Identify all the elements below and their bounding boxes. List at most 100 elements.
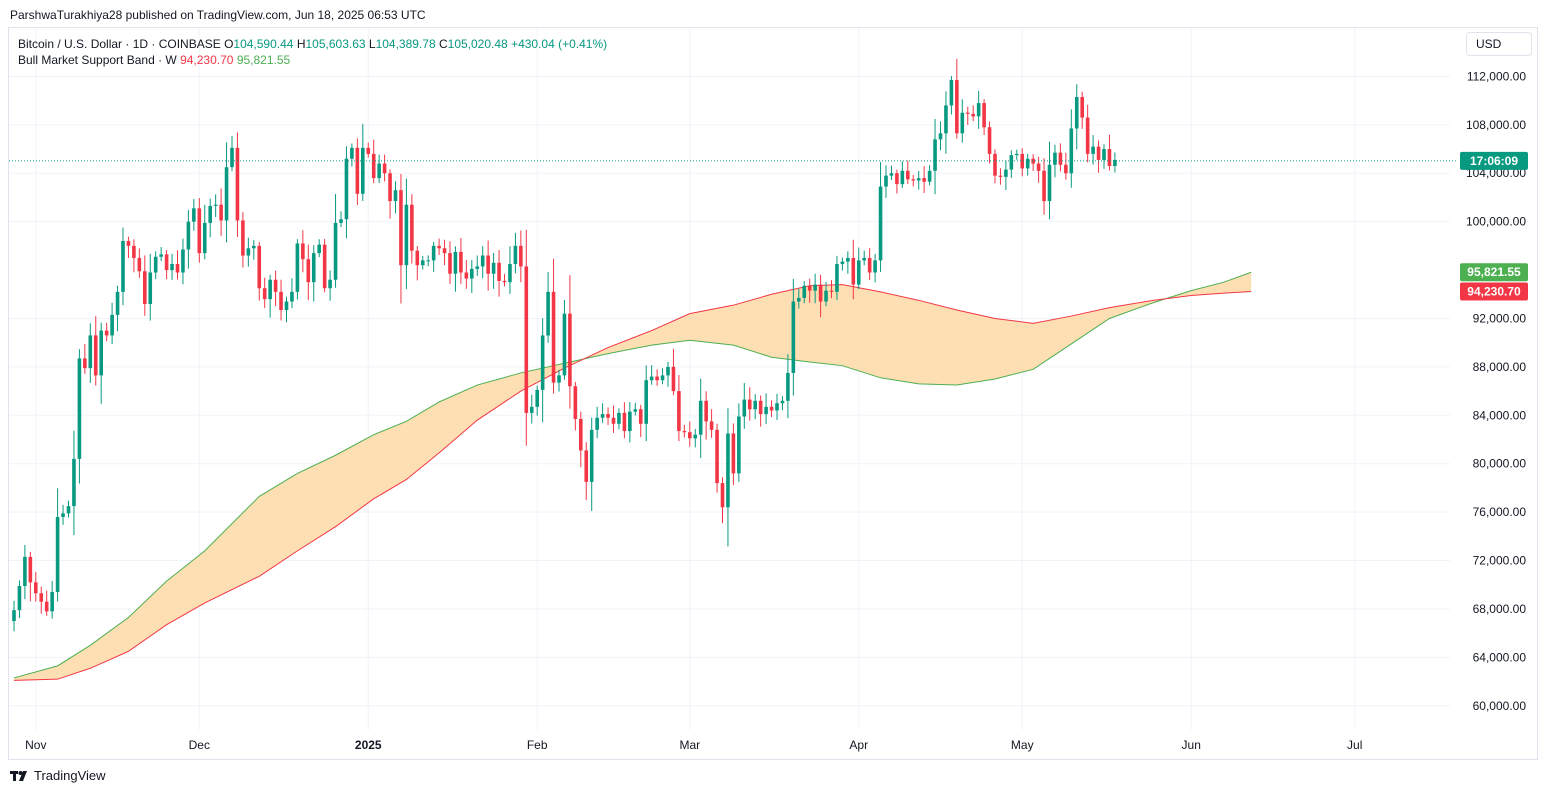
candle-body <box>906 170 910 180</box>
candle <box>88 323 93 383</box>
candle <box>807 278 812 303</box>
candle <box>197 198 202 263</box>
candle <box>213 194 218 218</box>
tradingview-brand[interactable]: TradingView <box>34 768 106 783</box>
candle-body <box>355 147 360 194</box>
price-axis: 112,000.00108,000.00104,000.00100,000.00… <box>1466 69 1526 712</box>
candle <box>993 149 997 184</box>
candle <box>529 394 534 424</box>
candle <box>1064 152 1068 180</box>
candle-body <box>197 208 202 254</box>
candle <box>393 181 398 214</box>
candle-body <box>464 272 469 279</box>
candle <box>562 299 567 380</box>
candle-body <box>786 372 790 401</box>
candle-body <box>513 245 518 265</box>
candle <box>900 161 905 188</box>
low-label: L <box>368 37 376 51</box>
candle-body <box>638 409 643 424</box>
candle-body <box>709 421 714 430</box>
candle <box>371 139 376 184</box>
y-tick-label: 100,000.00 <box>1466 215 1526 229</box>
candle <box>126 236 131 259</box>
candle <box>551 258 556 394</box>
candle <box>262 277 267 308</box>
candle-body <box>595 417 599 430</box>
candle-body <box>295 243 300 292</box>
candle <box>1107 134 1112 171</box>
candle <box>628 402 632 443</box>
candle-body <box>895 173 899 185</box>
candle <box>731 423 736 486</box>
candle <box>181 238 185 285</box>
candle <box>153 251 158 280</box>
x-tick-label: Jul <box>1347 738 1362 752</box>
candle-body <box>388 173 392 202</box>
candle-body <box>551 291 556 383</box>
candle-body <box>671 366 676 392</box>
candle <box>1069 109 1074 188</box>
y-tick-label: 88,000.00 <box>1473 360 1527 374</box>
candle-body <box>824 290 828 302</box>
candle <box>1080 91 1084 129</box>
currency-button[interactable]: USD <box>1466 32 1532 56</box>
candle-body <box>993 153 997 176</box>
candle-body <box>813 284 817 291</box>
candle <box>404 178 409 289</box>
candle-body <box>437 245 441 249</box>
candle-body <box>1085 117 1090 154</box>
candle <box>410 194 414 264</box>
candle-body <box>584 450 589 482</box>
candle-body <box>1031 158 1035 164</box>
footer: TradingView <box>10 768 106 783</box>
candle <box>311 245 316 302</box>
candle <box>257 242 262 301</box>
indicator-label[interactable]: Bull Market Support Band · W <box>18 53 177 67</box>
candle <box>301 230 305 273</box>
candle <box>595 406 599 439</box>
candle <box>846 251 850 274</box>
candle <box>290 278 294 309</box>
candle-body <box>115 291 120 315</box>
open-value: 104,590.44 <box>233 37 294 51</box>
candle-body <box>382 163 387 174</box>
candle <box>224 142 229 243</box>
tradingview-logo-icon[interactable] <box>10 770 30 782</box>
candle <box>1042 158 1046 215</box>
candle-body <box>677 391 681 432</box>
candle <box>982 99 986 136</box>
candle-body <box>1074 96 1079 129</box>
candle-body <box>459 251 463 273</box>
candle-body <box>829 290 834 292</box>
candle-body <box>922 178 926 182</box>
candle-body <box>208 205 212 223</box>
candle <box>633 402 638 416</box>
high-value: 105,603.63 <box>305 37 366 51</box>
candle-body <box>911 179 916 181</box>
candle <box>949 76 954 115</box>
candle-body <box>982 103 986 128</box>
candle <box>797 288 801 309</box>
candle <box>377 154 381 184</box>
candle-body <box>475 266 480 269</box>
candle-body <box>764 406 768 415</box>
candle <box>726 408 730 547</box>
candle <box>622 402 627 439</box>
candle <box>279 279 283 321</box>
low-value: 104,389.78 <box>375 37 436 51</box>
candle-body <box>393 190 398 202</box>
candle-body <box>159 254 163 257</box>
candle-body <box>508 264 512 283</box>
candle-body <box>262 288 267 300</box>
band-upper-tag-text: 95,821.55 <box>1467 265 1521 279</box>
symbol-label[interactable]: Bitcoin / U.S. Dollar · 1D · COINBASE <box>18 37 221 51</box>
candle <box>916 170 921 190</box>
candle <box>268 274 272 318</box>
open-label: O <box>224 37 234 51</box>
candle-body <box>747 399 752 410</box>
candle <box>241 212 245 268</box>
candle-body <box>742 399 747 417</box>
y-tick-label: 84,000.00 <box>1473 408 1527 422</box>
candle-body <box>470 268 474 279</box>
